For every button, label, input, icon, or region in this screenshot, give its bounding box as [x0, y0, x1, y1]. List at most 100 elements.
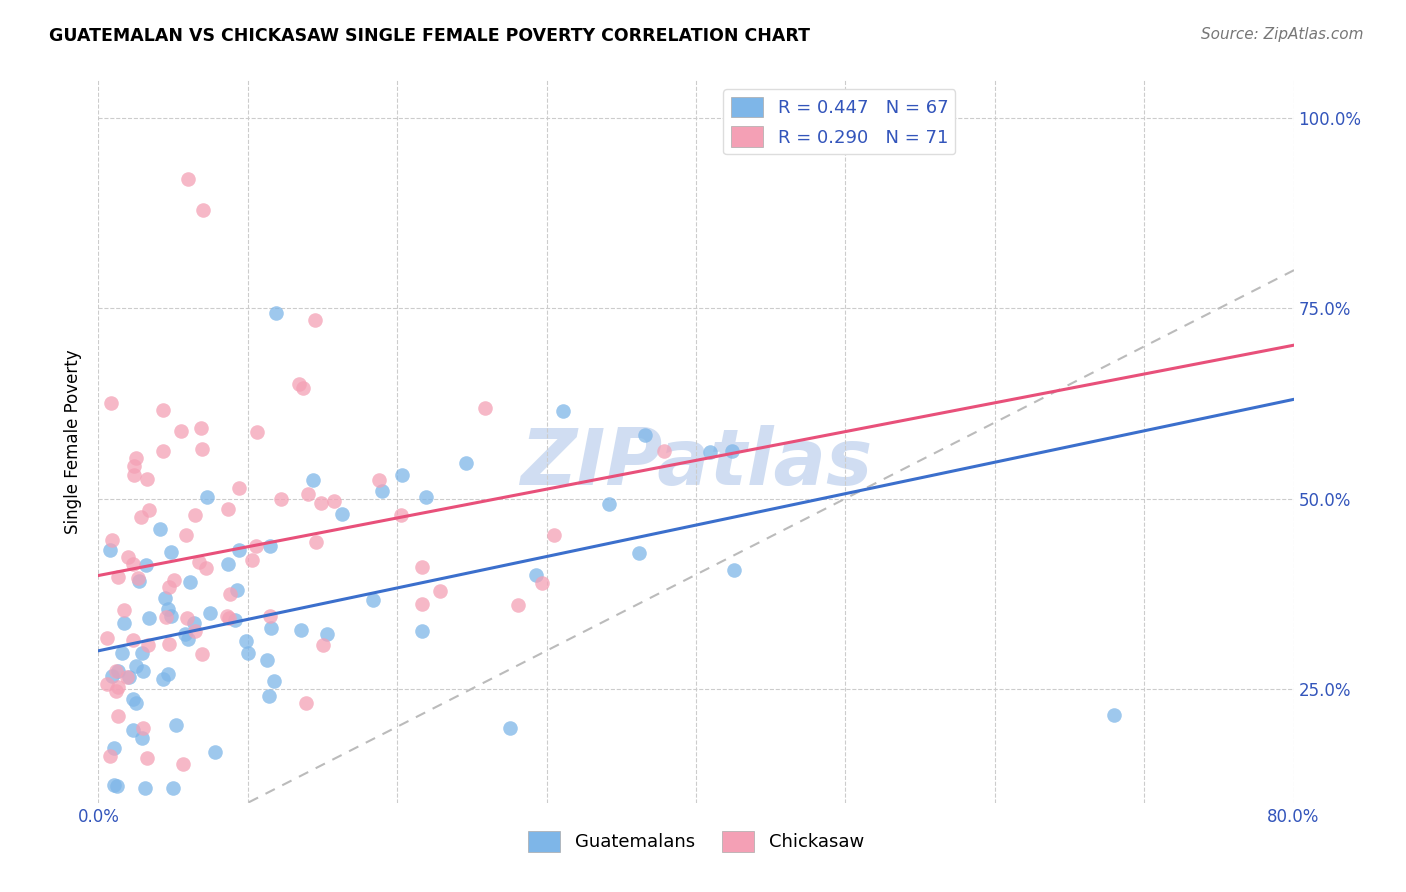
Point: [122, 558, 145, 572]
Point: [152, 402, 174, 417]
Point: [96, 632, 118, 646]
Point: [152, 443, 174, 458]
Point: [411, 624, 433, 638]
Point: [98, 748, 121, 763]
Point: [304, 312, 326, 326]
Point: [156, 667, 179, 681]
Point: [179, 574, 201, 589]
Point: [100, 396, 122, 410]
Point: [111, 646, 134, 660]
Point: [136, 472, 159, 486]
Point: [103, 741, 125, 756]
Point: [104, 684, 127, 698]
Point: [598, 497, 620, 511]
Point: [177, 172, 200, 186]
Point: [118, 670, 141, 684]
Point: [508, 599, 530, 613]
Point: [115, 670, 138, 684]
Point: [215, 608, 238, 623]
Point: [270, 491, 292, 506]
Point: [245, 539, 267, 553]
Text: ZIPatlas: ZIPatlas: [520, 425, 872, 501]
Point: [226, 583, 249, 598]
Point: [124, 468, 146, 483]
Point: [263, 674, 285, 689]
Point: [184, 508, 207, 523]
Point: [125, 658, 148, 673]
Point: [429, 583, 451, 598]
Point: [127, 571, 149, 585]
Point: [474, 401, 496, 415]
Point: [170, 424, 193, 438]
Point: [172, 756, 194, 771]
Point: [160, 608, 183, 623]
Point: [131, 646, 153, 660]
Point: [114, 603, 136, 617]
Point: [183, 624, 205, 638]
Point: [125, 696, 148, 710]
Point: [148, 522, 170, 536]
Point: [153, 591, 176, 605]
Point: [138, 502, 160, 516]
Point: [217, 557, 239, 571]
Point: [322, 494, 344, 508]
Point: [305, 535, 328, 549]
Point: [312, 639, 335, 653]
Text: Source: ZipAtlas.com: Source: ZipAtlas.com: [1201, 27, 1364, 42]
Point: [104, 664, 127, 678]
Point: [176, 632, 198, 647]
Point: [165, 717, 187, 731]
Point: [415, 491, 437, 505]
Point: [191, 202, 214, 217]
Point: [107, 664, 129, 678]
Point: [218, 610, 240, 624]
Point: [107, 570, 129, 584]
Point: [156, 602, 179, 616]
Point: [301, 473, 323, 487]
Point: [122, 692, 145, 706]
Point: [391, 468, 413, 483]
Point: [112, 615, 135, 630]
Point: [107, 709, 129, 723]
Point: [228, 481, 250, 495]
Point: [160, 545, 183, 559]
Text: GUATEMALAN VS CHICKASAW SINGLE FEMALE POVERTY CORRELATION CHART: GUATEMALAN VS CHICKASAW SINGLE FEMALE PO…: [49, 27, 810, 45]
Point: [295, 697, 318, 711]
Point: [121, 723, 143, 737]
Point: [155, 609, 177, 624]
Point: [240, 553, 263, 567]
Point: [101, 669, 124, 683]
Point: [259, 539, 281, 553]
Point: [157, 637, 180, 651]
Point: [174, 627, 197, 641]
Point: [1104, 708, 1126, 723]
Point: [259, 609, 281, 624]
Point: [228, 543, 250, 558]
Point: [498, 721, 520, 735]
Point: [204, 745, 226, 759]
Point: [183, 616, 205, 631]
Point: [136, 750, 159, 764]
Point: [135, 558, 157, 572]
Point: [176, 610, 198, 624]
Point: [107, 680, 129, 694]
Point: [551, 404, 574, 418]
Point: [297, 486, 319, 500]
Point: [257, 689, 280, 703]
Point: [368, 473, 391, 487]
Point: [524, 568, 547, 582]
Point: [163, 574, 186, 588]
Point: [152, 672, 174, 686]
Point: [287, 376, 309, 391]
Point: [105, 779, 128, 793]
Point: [290, 623, 312, 637]
Point: [723, 563, 745, 577]
Point: [530, 575, 553, 590]
Point: [235, 634, 257, 648]
Point: [370, 483, 392, 498]
Point: [363, 592, 385, 607]
Point: [411, 559, 433, 574]
Point: [190, 421, 212, 435]
Point: [103, 779, 125, 793]
Point: [162, 780, 184, 795]
